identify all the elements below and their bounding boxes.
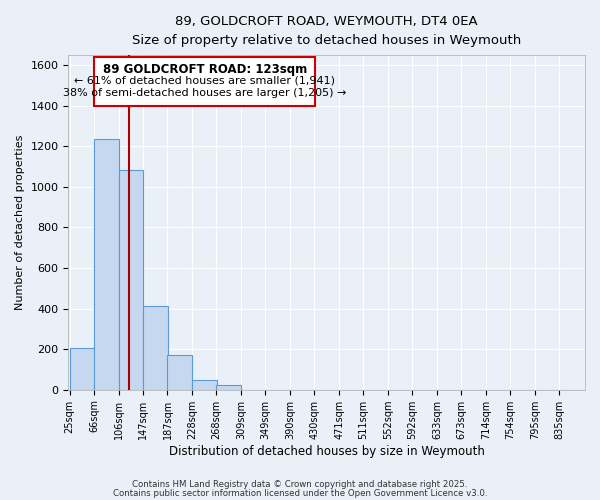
Bar bbox=[143, 306, 168, 390]
Bar bbox=[167, 355, 192, 390]
FancyBboxPatch shape bbox=[94, 57, 315, 106]
Bar bbox=[119, 170, 143, 390]
Text: Contains public sector information licensed under the Open Government Licence v3: Contains public sector information licen… bbox=[113, 488, 487, 498]
Text: Contains HM Land Registry data © Crown copyright and database right 2025.: Contains HM Land Registry data © Crown c… bbox=[132, 480, 468, 489]
Text: 38% of semi-detached houses are larger (1,205) →: 38% of semi-detached houses are larger (… bbox=[63, 88, 346, 98]
Bar bbox=[217, 384, 241, 390]
Text: 89 GOLDCROFT ROAD: 123sqm: 89 GOLDCROFT ROAD: 123sqm bbox=[103, 63, 307, 76]
Bar bbox=[94, 140, 119, 390]
Text: ← 61% of detached houses are smaller (1,941): ← 61% of detached houses are smaller (1,… bbox=[74, 76, 335, 86]
Y-axis label: Number of detached properties: Number of detached properties bbox=[15, 134, 25, 310]
X-axis label: Distribution of detached houses by size in Weymouth: Distribution of detached houses by size … bbox=[169, 444, 485, 458]
Bar bbox=[70, 348, 94, 390]
Title: 89, GOLDCROFT ROAD, WEYMOUTH, DT4 0EA
Size of property relative to detached hous: 89, GOLDCROFT ROAD, WEYMOUTH, DT4 0EA Si… bbox=[132, 15, 521, 47]
Bar bbox=[192, 380, 217, 390]
